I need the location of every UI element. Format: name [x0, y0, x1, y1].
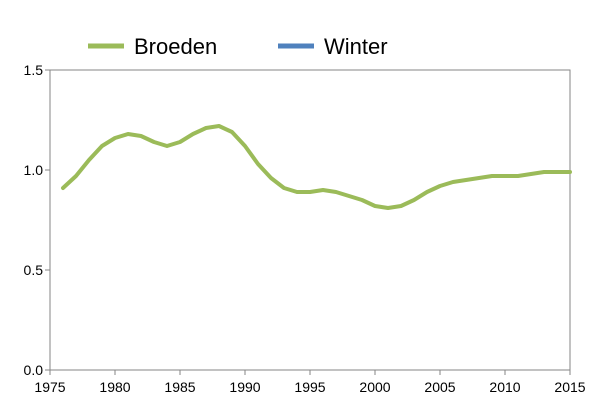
- y-tick-label: 0.5: [24, 262, 44, 278]
- legend: Broeden Winter: [88, 34, 388, 59]
- series-line-broeden: [61, 124, 572, 210]
- x-tick-label: 2005: [424, 379, 455, 395]
- x-tick-label: 1975: [34, 379, 65, 395]
- y-tick-label: 0.0: [24, 362, 44, 378]
- x-tick-label: 2010: [489, 379, 520, 395]
- x-tick-label: 1990: [229, 379, 260, 395]
- x-tick-label: 1985: [164, 379, 195, 395]
- x-tick-label: 2000: [359, 379, 390, 395]
- legend-label-broeden: Broeden: [134, 34, 217, 59]
- y-tick-label: 1.0: [24, 162, 44, 178]
- x-tick-label: 1995: [294, 379, 325, 395]
- x-axis-ticks: 1975 1980 1985 1990 1995 2000 2005 2010 2015: [34, 370, 586, 395]
- plot-area: [49, 69, 571, 371]
- legend-label-winter: Winter: [324, 34, 388, 59]
- x-tick-label: 2015: [554, 379, 585, 395]
- y-tick-label: 1.5: [24, 62, 44, 78]
- series-lines: [61, 124, 572, 210]
- x-tick-label: 1980: [99, 379, 130, 395]
- y-axis-ticks: 0.0 0.5 1.0 1.5: [24, 62, 50, 378]
- plot-frame: [49, 69, 571, 371]
